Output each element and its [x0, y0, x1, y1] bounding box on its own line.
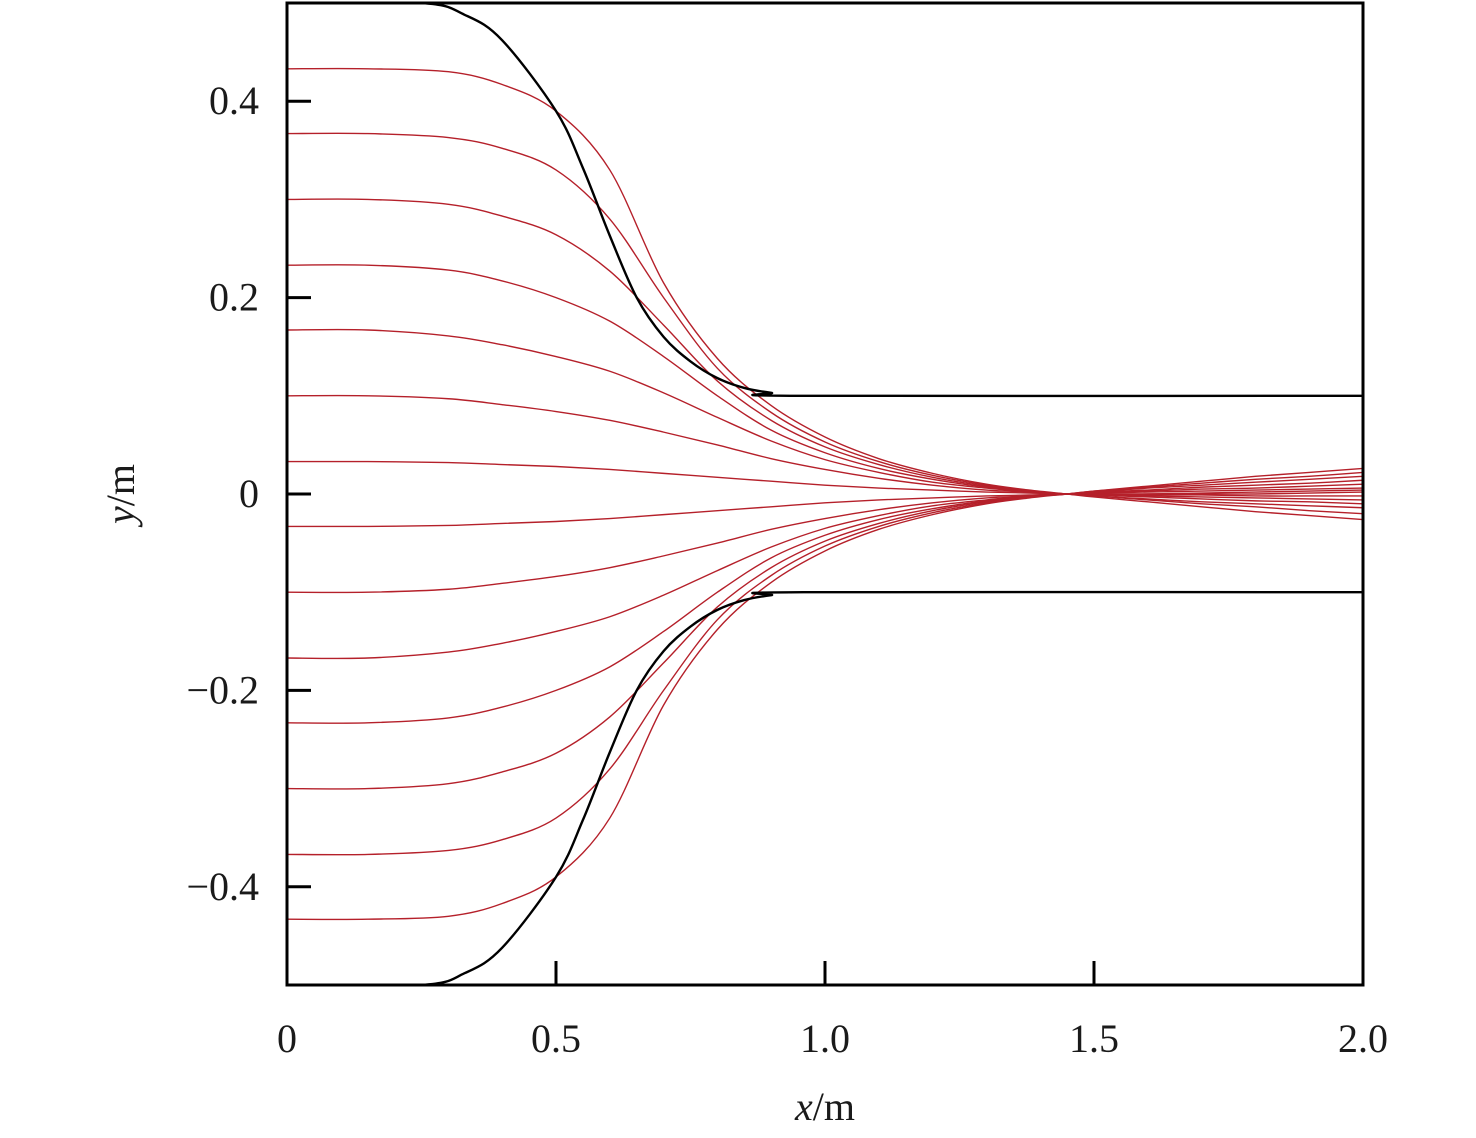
y-tick-label: 0.2 — [209, 275, 259, 320]
streamline-9 — [287, 487, 1363, 594]
y-tick-label: 0 — [239, 471, 259, 516]
streamline-10 — [287, 483, 1363, 660]
streamline-1 — [287, 67, 1363, 521]
lower-wall-line — [287, 590, 1363, 985]
x-tick-label: 1.5 — [1069, 1016, 1119, 1061]
x-tick-label: 1.0 — [800, 1016, 850, 1061]
x-axis-label-var: x — [794, 1084, 813, 1129]
ticks-layer: 0 0.5 1.0 1.5 2.0 −0.4 −0.2 0 0.2 0.4 — [186, 78, 1388, 1061]
y-axis-label: y/m — [98, 464, 143, 528]
streamline-4 — [287, 264, 1363, 505]
streamline-6 — [287, 394, 1363, 497]
y-tick-label: −0.4 — [186, 864, 259, 909]
streamline-3 — [287, 198, 1363, 509]
y-axis-label-unit: /m — [98, 464, 143, 506]
x-tick-label: 0 — [277, 1016, 297, 1061]
streamline-14 — [287, 467, 1363, 921]
streamline-2 — [287, 132, 1363, 515]
streamline-12 — [287, 475, 1363, 790]
streamline-11 — [287, 479, 1363, 724]
streamline-5 — [287, 328, 1363, 501]
streamline-13 — [287, 471, 1363, 856]
y-axis-label-var: y — [98, 506, 143, 528]
x-axis-label: x/m — [794, 1084, 855, 1129]
x-tick-label: 2.0 — [1338, 1016, 1388, 1061]
x-tick-label: 0.5 — [531, 1016, 581, 1061]
streamline-8 — [287, 489, 1363, 528]
axis-labels-layer: x/m y/m — [98, 464, 855, 1129]
curves-layer — [287, 3, 1363, 985]
y-tick-label: 0.4 — [209, 78, 259, 123]
upper-wall-line — [287, 3, 1363, 398]
x-axis-label-unit: /m — [813, 1084, 855, 1129]
y-tick-label: −0.2 — [186, 667, 259, 712]
